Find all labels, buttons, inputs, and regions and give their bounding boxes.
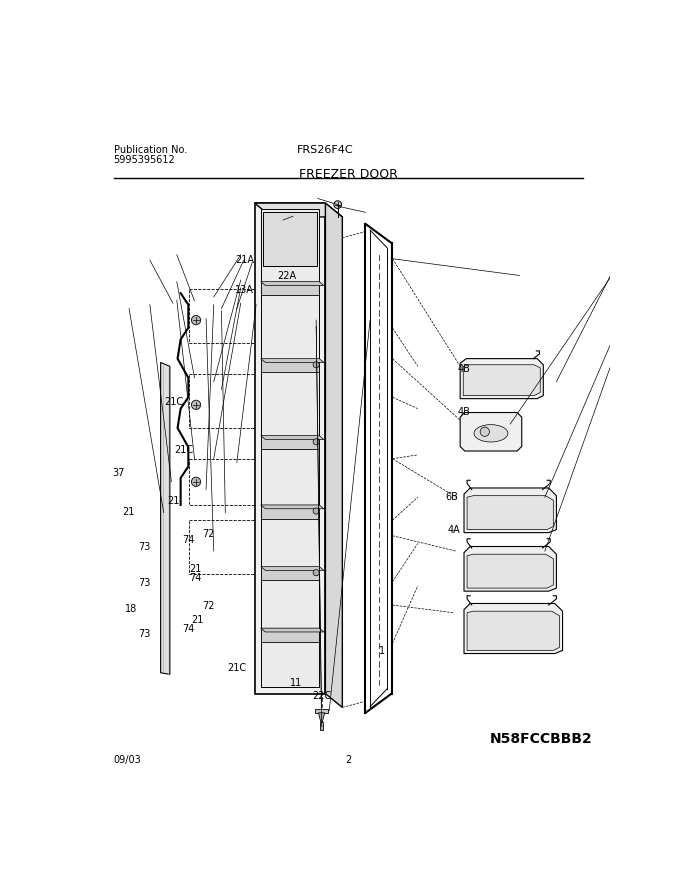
Text: N58FCCBBB2: N58FCCBBB2 <box>490 732 592 746</box>
Ellipse shape <box>474 425 508 442</box>
Text: 21: 21 <box>192 615 204 625</box>
Text: 22C: 22C <box>312 691 331 701</box>
Text: 21C: 21C <box>164 396 184 407</box>
Text: 73: 73 <box>138 542 150 552</box>
Polygon shape <box>326 203 342 707</box>
Polygon shape <box>254 203 342 217</box>
Circle shape <box>480 427 490 436</box>
Text: 2: 2 <box>345 755 352 765</box>
Polygon shape <box>260 281 319 295</box>
Circle shape <box>313 570 319 576</box>
Polygon shape <box>464 546 556 591</box>
Polygon shape <box>254 203 326 693</box>
Polygon shape <box>464 488 556 533</box>
Polygon shape <box>160 362 170 674</box>
Polygon shape <box>260 359 324 362</box>
Circle shape <box>313 439 319 445</box>
Text: 4B: 4B <box>458 364 471 375</box>
Polygon shape <box>316 709 328 712</box>
Text: 21C: 21C <box>175 445 194 455</box>
Text: 11: 11 <box>290 679 302 688</box>
Text: 13A: 13A <box>235 286 254 295</box>
Polygon shape <box>464 604 562 653</box>
Text: 21C: 21C <box>227 663 246 673</box>
Text: 5995395612: 5995395612 <box>114 154 175 165</box>
Polygon shape <box>318 712 324 722</box>
Polygon shape <box>460 413 522 451</box>
Circle shape <box>334 201 341 208</box>
Polygon shape <box>320 722 323 730</box>
Polygon shape <box>260 436 324 440</box>
Polygon shape <box>260 628 319 642</box>
Polygon shape <box>260 566 324 571</box>
Circle shape <box>192 477 201 486</box>
Polygon shape <box>260 505 319 519</box>
Text: 21: 21 <box>122 507 135 517</box>
Text: 18: 18 <box>125 604 137 614</box>
Polygon shape <box>260 628 324 632</box>
Polygon shape <box>260 209 319 687</box>
Text: 4A: 4A <box>448 525 461 536</box>
Polygon shape <box>260 566 319 580</box>
Text: 72: 72 <box>202 529 214 539</box>
Text: 72: 72 <box>202 601 214 611</box>
Text: 73: 73 <box>138 578 150 589</box>
Text: FRS26F4C: FRS26F4C <box>297 145 354 154</box>
Text: 21A: 21A <box>235 255 254 265</box>
Circle shape <box>313 361 319 368</box>
Text: 1: 1 <box>379 646 385 656</box>
Polygon shape <box>460 359 543 399</box>
Circle shape <box>192 315 201 325</box>
Polygon shape <box>260 505 324 509</box>
Text: 21: 21 <box>189 564 201 574</box>
Polygon shape <box>263 213 317 267</box>
Polygon shape <box>467 496 554 530</box>
Text: 37: 37 <box>112 468 124 477</box>
Circle shape <box>313 508 319 514</box>
Text: FREEZER DOOR: FREEZER DOOR <box>299 167 398 180</box>
Polygon shape <box>260 359 319 373</box>
Polygon shape <box>467 554 554 588</box>
Text: 21: 21 <box>167 496 180 506</box>
Circle shape <box>192 400 201 409</box>
Text: 4B: 4B <box>458 407 471 416</box>
Text: 74: 74 <box>182 624 195 634</box>
Text: 22A: 22A <box>277 271 296 280</box>
Text: 74: 74 <box>189 573 201 583</box>
Polygon shape <box>260 281 324 286</box>
Text: 74: 74 <box>182 536 195 545</box>
Polygon shape <box>467 611 560 651</box>
Text: Publication No.: Publication No. <box>114 145 187 154</box>
Text: 09/03: 09/03 <box>114 755 141 765</box>
Polygon shape <box>463 365 540 395</box>
Text: 6B: 6B <box>445 492 458 502</box>
Polygon shape <box>260 436 319 449</box>
Text: 73: 73 <box>138 630 150 639</box>
